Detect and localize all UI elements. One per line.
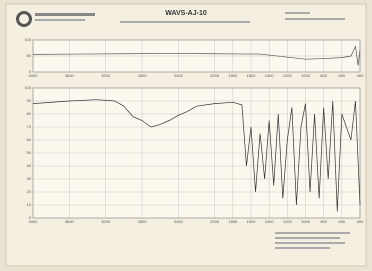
x-tick-label: 1400 (265, 219, 275, 224)
x-tick-label: 400 (357, 73, 364, 78)
y-tick-label: 100 (24, 37, 31, 42)
footer-text (275, 247, 330, 249)
y-tick-label: 70 (27, 124, 32, 129)
x-tick-label: 2400 (174, 73, 184, 78)
x-tick-label: 1400 (265, 73, 275, 78)
x-tick-label: 1800 (228, 219, 238, 224)
x-tick-label: 3200 (101, 219, 111, 224)
y-tick-label: 90 (27, 98, 32, 103)
y-tick-label: 50 (27, 150, 32, 155)
logo-inner (19, 14, 29, 24)
y-tick-label: 20 (27, 189, 32, 194)
x-tick-label: 2800 (138, 219, 148, 224)
y-tick-label: 60 (27, 137, 32, 142)
x-tick-label: 1200 (283, 219, 293, 224)
x-tick-label: 3600 (65, 73, 75, 78)
y-tick-label: 100 (24, 85, 31, 90)
x-tick-label: 1000 (301, 73, 311, 78)
header-text (35, 19, 85, 21)
x-tick-label: 600 (338, 219, 345, 224)
x-tick-label: 4000 (29, 73, 39, 78)
footer-text (275, 242, 345, 244)
chart-title: WAVS-AJ-10 (165, 10, 207, 17)
x-tick-label: 1600 (247, 73, 257, 78)
x-tick-label: 4000 (29, 219, 39, 224)
x-tick-label: 2000 (210, 73, 220, 78)
x-tick-label: 1000 (301, 219, 311, 224)
x-tick-label: 800 (320, 219, 327, 224)
x-tick-label: 2000 (210, 219, 220, 224)
x-tick-label: 2800 (138, 73, 148, 78)
subtitle-text (120, 21, 250, 23)
meta-text (285, 18, 345, 20)
footer-text (275, 232, 350, 234)
x-tick-label: 2400 (174, 219, 184, 224)
header-text (35, 13, 95, 16)
x-tick-label: 3600 (65, 219, 75, 224)
footer-text (275, 237, 340, 239)
x-tick-label: 400 (357, 219, 364, 224)
x-tick-label: 800 (320, 73, 327, 78)
x-tick-label: 600 (338, 73, 345, 78)
x-tick-label: 1600 (247, 219, 257, 224)
y-tick-label: 80 (27, 111, 32, 116)
y-tick-label: 30 (27, 176, 32, 181)
y-tick-label: 40 (27, 163, 32, 168)
x-tick-label: 1200 (283, 73, 293, 78)
page: WAVS-AJ-10 05010040003600320028002400200… (0, 0, 372, 271)
meta-text (285, 12, 310, 14)
y-tick-label: 10 (27, 202, 32, 207)
y-tick-label: 50 (27, 53, 32, 58)
x-tick-label: 3200 (101, 73, 111, 78)
x-tick-label: 1800 (228, 73, 238, 78)
